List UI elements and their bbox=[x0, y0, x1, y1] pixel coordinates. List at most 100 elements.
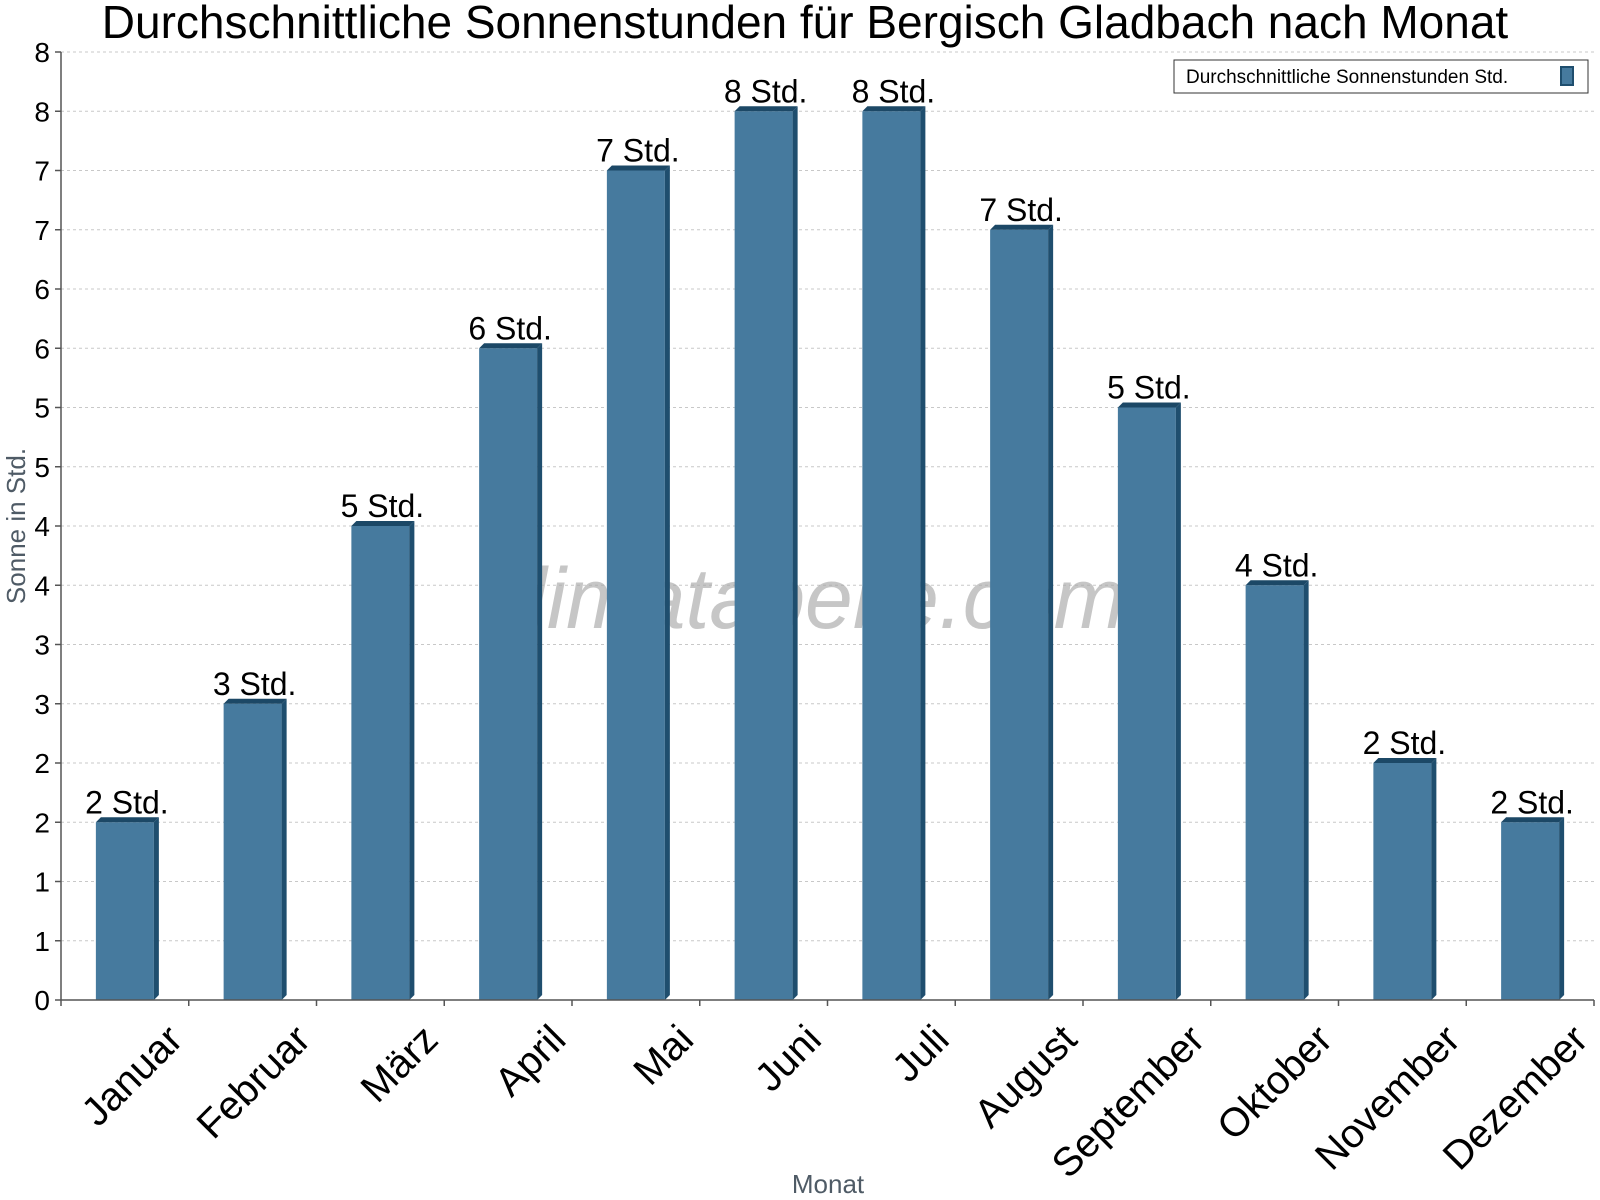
bar-front bbox=[734, 111, 793, 1000]
data-label: 2 Std. bbox=[1363, 725, 1447, 761]
bar bbox=[351, 521, 415, 1000]
y-axis-title: Sonne in Std. bbox=[1, 448, 31, 604]
y-tick-label: 3 bbox=[34, 630, 50, 661]
bar-side bbox=[281, 698, 287, 1000]
grid-lines bbox=[55, 51, 1595, 1006]
x-tick-label: Februar bbox=[189, 1017, 319, 1147]
y-tick-label: 7 bbox=[34, 156, 50, 187]
bars bbox=[95, 106, 1565, 1000]
bar bbox=[1245, 580, 1309, 1000]
bar-top bbox=[1117, 402, 1181, 408]
bar bbox=[1117, 402, 1181, 1000]
data-label: 8 Std. bbox=[852, 73, 936, 109]
bar bbox=[990, 224, 1054, 1000]
bar-front bbox=[990, 229, 1049, 1000]
legend-label: Durchschnittliche Sonnenstunden Std. bbox=[1186, 67, 1508, 88]
chart-title: Durchschnittliche Sonnenstunden für Berg… bbox=[102, 0, 1509, 48]
bar-front bbox=[606, 170, 665, 1000]
bar-top bbox=[479, 343, 543, 349]
x-tick-label: Juni bbox=[747, 1017, 830, 1100]
bar-side bbox=[1431, 758, 1437, 1000]
data-label: 5 Std. bbox=[341, 488, 425, 524]
legend: Durchschnittliche Sonnenstunden Std. bbox=[1173, 59, 1589, 94]
y-tick-label: 7 bbox=[34, 215, 50, 246]
bar-top bbox=[351, 521, 415, 526]
data-label: 2 Std. bbox=[1490, 784, 1574, 820]
data-labels: 2 Std. 3 Std. 5 Std. 6 Std. 7 Std. 8 Std. 8 St… bbox=[85, 73, 1574, 820]
bar-top bbox=[1245, 580, 1309, 586]
bar bbox=[1373, 758, 1437, 1000]
data-label: 5 Std. bbox=[1107, 370, 1191, 406]
y-tick-label: 4 bbox=[34, 511, 50, 542]
data-label: 4 Std. bbox=[1235, 547, 1319, 583]
bar-front bbox=[1501, 822, 1560, 1000]
bar-front bbox=[223, 703, 282, 1000]
y-tick-label: 0 bbox=[34, 985, 50, 1016]
x-tick-label: Januar bbox=[73, 1017, 191, 1135]
bar-front bbox=[1245, 585, 1304, 1000]
bar-side bbox=[1559, 817, 1565, 1000]
bar bbox=[479, 343, 543, 1000]
bar-front bbox=[351, 526, 410, 1000]
axes bbox=[60, 52, 1594, 1001]
y-tick-label: 1 bbox=[34, 867, 50, 898]
bar-top bbox=[223, 698, 287, 704]
bar-top bbox=[862, 106, 926, 112]
y-tick-label: 1 bbox=[34, 926, 50, 957]
bar-top bbox=[1373, 758, 1437, 763]
bar bbox=[95, 817, 159, 1000]
data-label: 3 Std. bbox=[213, 666, 297, 702]
bar-top bbox=[990, 224, 1054, 230]
bar-side bbox=[920, 106, 926, 1000]
bar-top bbox=[606, 165, 670, 171]
bar bbox=[862, 106, 926, 1000]
bar-top bbox=[1501, 817, 1565, 823]
bar-front bbox=[479, 348, 538, 1000]
x-tick-label: Juli bbox=[884, 1017, 958, 1091]
bar-side bbox=[1175, 402, 1181, 1000]
legend-swatch bbox=[1560, 66, 1574, 86]
bar bbox=[223, 698, 287, 1000]
x-tick-label: Oktober bbox=[1209, 1017, 1341, 1149]
bar-top bbox=[734, 106, 798, 112]
y-tick-label: 5 bbox=[34, 452, 50, 483]
bar bbox=[606, 165, 670, 1000]
bar-front bbox=[1373, 763, 1432, 1000]
bar-side bbox=[153, 817, 159, 1000]
bar bbox=[734, 106, 798, 1000]
x-tick-label: August bbox=[966, 1017, 1085, 1136]
data-label: 6 Std. bbox=[468, 310, 552, 346]
y-tick-label: 5 bbox=[34, 393, 50, 424]
y-tick-label: 4 bbox=[34, 570, 50, 601]
bar-side bbox=[1048, 224, 1054, 1000]
bar-side bbox=[1303, 580, 1309, 1000]
bar-front bbox=[862, 111, 921, 1000]
x-tick-label: Mai bbox=[625, 1017, 702, 1094]
y-tick-label: 6 bbox=[34, 274, 50, 305]
bar-front bbox=[1117, 407, 1176, 1000]
bar bbox=[1501, 817, 1565, 1000]
y-tick-labels: 0 1 1 2 2 3 3 4 4 5 5 6 6 7 7 8 8 bbox=[34, 37, 50, 1016]
y-tick-label: 3 bbox=[34, 689, 50, 720]
bar-side bbox=[537, 343, 543, 1000]
legend-box bbox=[1173, 59, 1589, 94]
y-tick-label: 6 bbox=[34, 333, 50, 364]
data-label: 7 Std. bbox=[596, 133, 680, 169]
x-tick-label: April bbox=[487, 1017, 575, 1105]
y-tick-label: 8 bbox=[34, 96, 50, 127]
data-label: 7 Std. bbox=[979, 192, 1063, 228]
x-tick-label: März bbox=[353, 1017, 447, 1111]
bar-side bbox=[664, 165, 670, 1000]
y-tick-label: 8 bbox=[34, 37, 50, 68]
bar-top bbox=[95, 817, 159, 823]
y-tick-label: 2 bbox=[34, 807, 50, 838]
bar-side bbox=[792, 106, 798, 1000]
y-tick-label: 2 bbox=[34, 748, 50, 779]
data-label: 8 Std. bbox=[724, 73, 808, 109]
bar-front bbox=[95, 822, 154, 1000]
bar-side bbox=[409, 521, 415, 1000]
x-axis-title: Monat bbox=[792, 1169, 865, 1199]
data-label: 2 Std. bbox=[85, 784, 169, 820]
